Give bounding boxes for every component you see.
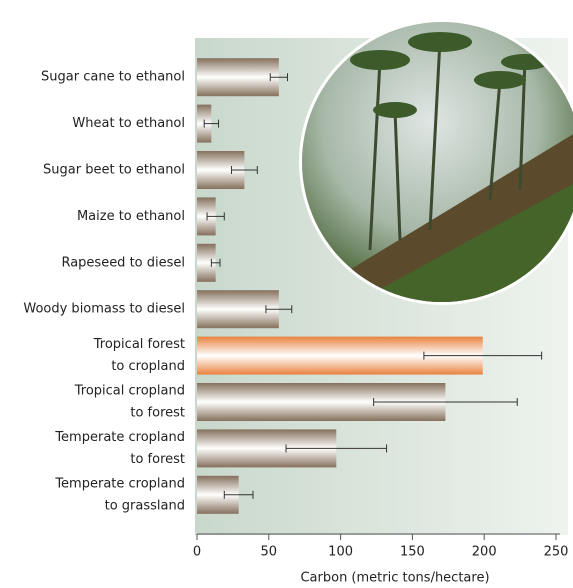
y-tick-label: to cropland <box>111 359 185 374</box>
y-tick-label: Wheat to ethanol <box>72 116 185 131</box>
x-tick-label: 50 <box>261 545 278 560</box>
photo <box>299 19 573 305</box>
error-bar <box>265 305 293 314</box>
error-bar <box>269 73 288 82</box>
x-tick-label: 250 <box>544 545 569 560</box>
error-bar <box>223 490 254 499</box>
error-bar <box>285 444 388 453</box>
y-tick-label: Maize to ethanol <box>77 209 185 224</box>
y-tick-label: Temperate cropland <box>54 430 185 445</box>
x-tick-label: 100 <box>328 545 353 560</box>
error-bar <box>206 212 225 221</box>
error-bar <box>210 258 221 267</box>
x-axis-label: Carbon (metric tons/hectare) <box>300 571 489 586</box>
y-tick-label: to forest <box>130 406 185 421</box>
y-tick-label: Tropical cropland <box>74 384 185 399</box>
y-tick-label: Woody biomass to diesel <box>23 302 185 317</box>
bar <box>197 290 279 329</box>
error-bar <box>373 398 518 406</box>
bar <box>197 58 279 97</box>
x-tick-label: 150 <box>400 545 425 560</box>
x-tick-label: 0 <box>193 545 201 560</box>
y-tick-label: Sugar cane to ethanol <box>41 70 185 85</box>
y-tick-label: to forest <box>130 452 185 467</box>
error-bar <box>203 119 220 128</box>
y-tick-label: Tropical forest <box>93 337 185 352</box>
y-tick-label: Sugar beet to ethanol <box>43 163 185 178</box>
y-tick-label: Temperate cropland <box>54 476 185 491</box>
y-tick-label: to grassland <box>105 498 185 513</box>
bar <box>197 197 216 236</box>
bar <box>197 243 216 282</box>
y-tick-label: Rapeseed to diesel <box>61 255 185 270</box>
error-bar <box>230 166 258 174</box>
x-tick-label: 200 <box>472 545 497 560</box>
error-bar <box>423 351 543 360</box>
